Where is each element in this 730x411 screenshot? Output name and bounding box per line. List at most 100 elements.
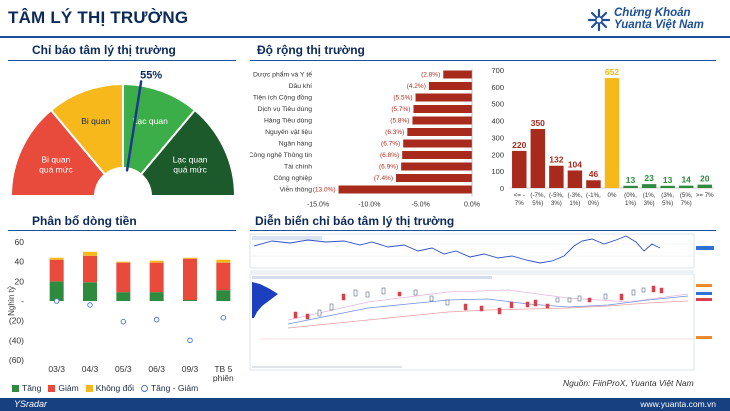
sector-bar (412, 116, 472, 125)
footer-brand: YSradar (14, 399, 48, 409)
dist-x-tick-label: (-1%, 0%) (586, 192, 601, 207)
sentiment-trend-screenshot (248, 232, 718, 377)
trend-price-pane (249, 273, 712, 371)
money-flow-chart: 60 40 20 - (20) (40) (60) Nghìn tỷ 03/3 04/3 05/3 0… (7, 237, 234, 382)
flow-legend: Tăng Giảm Không đổi Tăng - Giảm (12, 383, 198, 393)
page-title: TÂM LÝ THỊ TRƯỜNG (8, 8, 189, 27)
sector-category-label: Ngân hàng (279, 141, 312, 148)
sector-bar (443, 70, 472, 79)
dist-data-label: 13 (663, 175, 673, 185)
flow-net-point (120, 318, 127, 325)
dist-bar (660, 185, 675, 188)
legend-swatch-khong-doi (85, 384, 93, 392)
dist-data-label: 132 (549, 155, 563, 165)
legend-item-khong-doi: Không đổi (85, 383, 134, 393)
dist-x-tick-label: 0% (608, 192, 617, 199)
dist-y-tick-label: 600 (491, 83, 504, 92)
legend-label-khong-doi: Không đổi (95, 383, 134, 393)
section-title-flow: Phân bổ dòng tiền (32, 214, 137, 228)
sector-data-label: (5.7%) (391, 106, 410, 113)
logo-text: Chứng Khoán Yuanta Việt Nam (614, 7, 704, 31)
flow-y-tick-label: 40 (15, 257, 25, 267)
flow-bar-giam (49, 259, 64, 282)
sentiment-gauge: Bi quan quá mức Bi quan Lạc quan Lạc quan quá… (9, 69, 237, 197)
gauge-zone-label-1: Bi quan quá mức (39, 155, 73, 175)
dist-data-label: 14 (681, 175, 691, 185)
sector-category-label: Dịch vụ Tiêu dùng (258, 106, 313, 113)
gauge-zone-1 (9, 108, 107, 197)
sector-data-label: (6.9%) (379, 164, 398, 171)
dist-data-label: 220 (512, 140, 526, 150)
flow-bar-giam (216, 262, 231, 291)
dist-y-tick-label: 700 (491, 66, 504, 75)
logo-line-1: Chứng Khoán (614, 7, 691, 19)
flow-bar-tang (83, 282, 97, 301)
legend-item-tang: Tăng (12, 383, 41, 393)
source-note: Nguồn: FiinProX, Yuanta Việt Nam (563, 378, 694, 388)
dist-bar (641, 184, 657, 188)
section-title-breadth: Độ rộng thị trường (257, 43, 365, 57)
sector-category-label: Hàng Tiêu dùng (264, 118, 312, 125)
sector-bar (338, 185, 472, 194)
dist-y-tick-label: 200 (491, 150, 504, 159)
dist-bar (697, 184, 712, 188)
sector-data-label: (6.8%) (380, 152, 399, 159)
flow-y-axis-label: Nghìn tỷ (7, 286, 16, 316)
dist-y-tick-label: 100 (491, 167, 504, 176)
dist-x-tick-label: (0%, 1%) (624, 192, 637, 207)
flow-net-point (53, 298, 60, 304)
flow-y-tick-label: - (21, 296, 24, 306)
gauge-zone-label-2: Bi quan (81, 116, 110, 126)
dist-x-tick-label: (-7%, 5%) (530, 192, 545, 207)
flow-bar-khong-doi (116, 261, 131, 263)
sector-data-label: (13.0%) (313, 187, 336, 194)
dist-data-label: 13 (626, 175, 636, 185)
flow-net-point (220, 314, 227, 321)
flow-bar-khong-doi (216, 259, 231, 263)
flow-net-point (187, 337, 193, 344)
dist-x-tick-label: (3%, 5%) (661, 192, 674, 207)
flow-bar-tang (216, 290, 231, 301)
dist-bar (530, 129, 546, 188)
gauge-zone-4 (139, 108, 237, 197)
sector-data-label: (6.7%) (381, 141, 400, 148)
dist-data-label: 20 (700, 174, 710, 184)
header-bar: TÂM LÝ THỊ TRƯỜNG Chứng Khoán Yuanta Việ… (0, 0, 730, 38)
flow-bar-tang (49, 281, 64, 301)
legend-label-net: Tăng - Giảm (150, 383, 199, 393)
dist-y-tick-label: 400 (491, 117, 504, 126)
sector-data-label: (2.8%) (421, 72, 440, 79)
dist-bar (512, 150, 527, 188)
dist-x-tick-label: <= -7% (514, 192, 525, 207)
flow-net-point (87, 302, 93, 308)
sector-bar (401, 162, 472, 171)
trend-indicator-pane (249, 233, 714, 273)
sector-bar (415, 93, 472, 102)
flow-bar-khong-doi (49, 257, 64, 260)
dist-bar (567, 170, 583, 188)
sector-data-label: (5.8%) (390, 118, 409, 125)
legend-label-giam: Giảm (58, 383, 79, 393)
yuanta-logo-icon (587, 8, 611, 32)
dist-bar (623, 185, 638, 188)
sector-category-label: Dược phẩm và Y tế (253, 70, 312, 79)
dist-bar (586, 180, 601, 188)
flow-y-tick-label: (60) (9, 355, 24, 365)
sector-category-label: Công nghiệp (273, 175, 312, 182)
dist-data-label: 104 (568, 159, 582, 169)
dist-bar (678, 185, 694, 188)
flow-bar-tang (116, 292, 131, 301)
dist-y-tick-label: 500 (491, 100, 504, 109)
sector-data-label: (6.3%) (385, 129, 404, 136)
flow-bar-giam (116, 262, 131, 293)
flow-x-tick-label: 03/3 (48, 364, 65, 374)
dist-y-tick-label: 0 (500, 184, 504, 193)
section-divider-gauge (8, 60, 236, 61)
dist-bar (549, 165, 564, 188)
dist-bar (604, 78, 620, 188)
sector-category-label: Tài chính (284, 164, 312, 171)
gauge-zone-label-3: Lạc quan (133, 116, 168, 126)
flow-x-tick-label: 04/3 (82, 364, 99, 374)
sector-breadth-chart: Dược phẩm và Y tế (2.8%) Dầu khí (4.2%) Tiện… (250, 69, 480, 209)
header-divider (0, 36, 730, 38)
